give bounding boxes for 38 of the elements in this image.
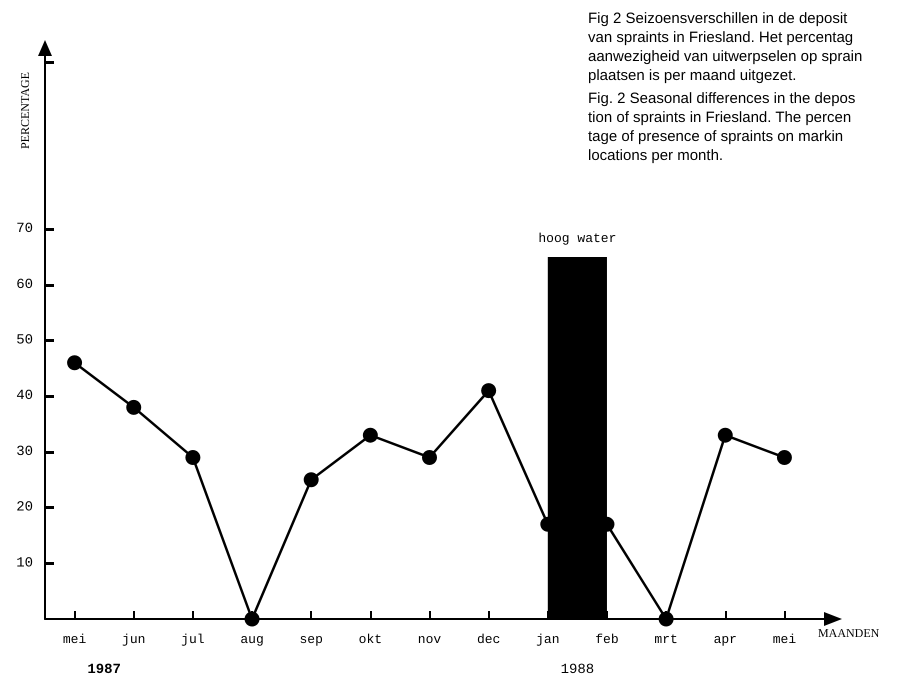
point <box>718 428 733 443</box>
point <box>67 355 82 370</box>
y-tick-label: 20 <box>16 500 33 516</box>
point <box>481 383 496 398</box>
series-label: hoog water <box>538 230 616 246</box>
y-tick-label: 70 <box>16 221 33 238</box>
y-axis-title: PERCENTAGE <box>18 72 32 150</box>
x-tick-label: jun <box>122 632 146 647</box>
text: 1987 <box>87 662 121 678</box>
x-tick-label: mei <box>62 632 86 647</box>
point <box>244 612 260 626</box>
point <box>776 450 792 465</box>
x-tick-label: nov <box>418 632 442 647</box>
text: Fig. 2 Seasonal differences in the depos tion of spraints in Friesland. The percen tage of presence of spraints on markin locations per month. <box>588 90 856 164</box>
x-tick-label: mrt <box>654 632 678 647</box>
chart-title: Fig 2 Seizoensverschillen in de deposit van spraints in Friesland. Het percentag aanwezigheid van uitwerpselen op sprain plaatsen is per maand uitgezet. <box>588 10 862 84</box>
point <box>658 612 674 626</box>
x-tick-label: jan <box>536 632 560 647</box>
x-axis-title: MAANDEN <box>818 626 880 640</box>
x-tick-label: sep <box>299 632 323 647</box>
x-tick-label: jul <box>181 632 205 647</box>
point <box>422 450 437 465</box>
y-tick-label: 30 <box>16 444 33 460</box>
point <box>362 428 378 443</box>
point <box>185 450 200 465</box>
y-tick-label: 10 <box>16 555 33 572</box>
x-tick-label: mei <box>772 632 796 647</box>
x-tick-label: okt <box>358 632 382 647</box>
x-tick-label: apr <box>714 632 737 647</box>
y-tick-label: 50 <box>16 332 33 348</box>
point <box>304 472 319 488</box>
x-tick-label: dec <box>476 632 500 647</box>
text: 1988 <box>560 662 594 678</box>
x-tick-label: feb <box>595 632 619 647</box>
x-tick-label: aug <box>240 632 264 647</box>
point <box>126 400 142 415</box>
y-tick-label: 40 <box>16 388 33 404</box>
y-tick-label: 60 <box>16 276 33 293</box>
